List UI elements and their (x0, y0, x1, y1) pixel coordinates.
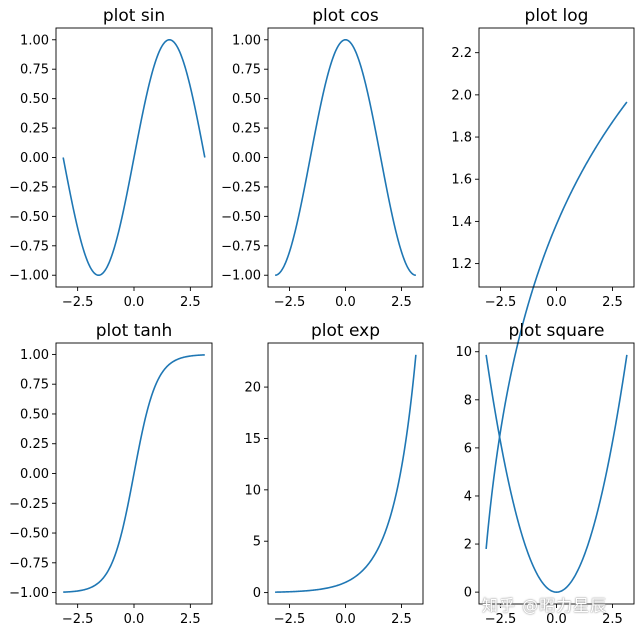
x-tick-label-cos: −2.5 (274, 295, 306, 310)
subplot-sin: plot sin −2.5 0.0 2.5 −1.00 −0.75 −0.50 −0.25 0.… (9, 6, 213, 310)
x-tick-label-sin: 0.0 (124, 295, 145, 310)
y-tick-label-cos: 0.25 (232, 122, 261, 137)
y-tick-label-cos: 0.00 (232, 151, 261, 166)
y-tick-label-cos: 1.00 (232, 33, 261, 48)
y-tick-label-log: 1.6 (451, 173, 472, 188)
y-tick-label-exp: 0 (253, 586, 261, 601)
y-tick-label-log: 1.2 (451, 257, 472, 272)
subplot-title-tanh: plot tanh (96, 321, 173, 341)
y-tick-label-tanh: 0.25 (20, 437, 49, 452)
y-tick-label-square: 0 (464, 586, 472, 601)
x-tick-label-cos: 0.0 (335, 295, 356, 310)
y-tick-label-log: 2.2 (451, 46, 472, 61)
y-tick-label-tanh: 1.00 (20, 348, 49, 363)
subplot-log: plot log −2.5 0.0 2.5 1.2 1.4 1.6 1.8 2.0 2.2 (451, 6, 635, 549)
y-tick-label-cos: −0.50 (221, 210, 261, 225)
watermark-text: 知乎 @昭力星辰 (482, 596, 608, 615)
x-tick-label-sin: 2.5 (180, 295, 201, 310)
y-tick-label-sin: 0.00 (20, 151, 49, 166)
x-tick-label-cos: 2.5 (391, 295, 412, 310)
y-tick-label-tanh: −1.00 (9, 586, 49, 601)
y-tick-label-square: 10 (455, 345, 472, 360)
x-tick-label-square: −2.5 (485, 612, 517, 627)
y-tick-label-square: 6 (464, 441, 472, 456)
x-tick-label-exp: 2.5 (391, 612, 412, 627)
y-tick-label-square: 4 (464, 489, 472, 504)
y-tick-label-tanh: −0.75 (9, 556, 49, 571)
y-tick-label-square: 8 (464, 393, 472, 408)
y-tick-label-cos: 0.50 (232, 92, 261, 107)
y-tick-label-cos: −1.00 (221, 269, 261, 284)
subplot-tanh: plot tanh −2.5 0.0 2.5 −1.00 −0.75 −0.50 −0.25 0… (9, 321, 213, 627)
series-line-cos (275, 38, 416, 277)
y-tick-label-sin: −0.50 (9, 210, 49, 225)
axes-frame-square (478, 342, 635, 605)
y-tick-label-log: 1.4 (451, 215, 472, 230)
y-tick-label-exp: 20 (244, 381, 261, 396)
subplot-title-exp: plot exp (311, 321, 380, 341)
x-tick-label-log: 2.5 (602, 295, 623, 310)
y-tick-label-sin: −1.00 (9, 269, 49, 284)
y-tick-label-exp: 15 (244, 432, 261, 447)
y-tick-label-cos: 0.75 (232, 63, 261, 78)
subplot-title-cos: plot cos (312, 6, 379, 26)
y-tick-label-cos: −0.75 (221, 239, 261, 254)
x-tick-label-tanh: 0.0 (124, 612, 145, 627)
y-tick-label-log: 2.0 (451, 88, 472, 103)
y-tick-label-exp: 10 (244, 483, 261, 498)
series-line-square (485, 354, 628, 593)
subplot-square: plot square −2.5 0.0 2.5 0 2 4 6 8 10 (455, 321, 635, 627)
x-tick-label-log: 0.0 (546, 295, 567, 310)
y-tick-label-tanh: 0.00 (20, 467, 49, 482)
y-tick-label-tanh: 0.75 (20, 378, 49, 393)
y-tick-label-sin: 0.75 (20, 63, 49, 78)
y-tick-label-square: 2 (464, 538, 472, 553)
series-line-exp (275, 354, 417, 593)
x-tick-label-square: 0.0 (546, 612, 567, 627)
subplot-title-sin: plot sin (103, 6, 165, 26)
subplot-title-log: plot log (525, 6, 589, 26)
y-tick-label-cos: −0.25 (221, 180, 261, 195)
series-line-sin (62, 38, 206, 277)
x-tick-label-log: −2.5 (485, 295, 517, 310)
y-tick-label-tanh: −0.25 (9, 497, 49, 512)
y-tick-label-sin: −0.75 (9, 239, 49, 254)
subplot-exp: plot exp −2.5 0.0 2.5 0 5 10 15 20 (244, 321, 424, 627)
y-tick-label-tanh: −0.50 (9, 527, 49, 542)
y-tick-label-log: 1.8 (451, 131, 472, 146)
axes-frame-log (478, 27, 635, 288)
y-tick-label-sin: 0.25 (20, 122, 49, 137)
y-tick-label-tanh: 0.50 (20, 407, 49, 422)
subplot-cos: plot cos −2.5 0.0 2.5 −1.00 −0.75 −0.50 −0.25 0.… (221, 6, 424, 310)
series-line-tanh (63, 354, 205, 593)
x-tick-label-tanh: −2.5 (62, 612, 94, 627)
y-tick-label-exp: 5 (253, 535, 261, 550)
x-tick-label-tanh: 2.5 (180, 612, 201, 627)
x-tick-label-exp: 0.0 (335, 612, 356, 627)
x-tick-label-sin: −2.5 (62, 295, 94, 310)
y-tick-label-sin: 1.00 (20, 33, 49, 48)
x-tick-label-square: 2.5 (602, 612, 623, 627)
subplot-title-square: plot square (509, 321, 605, 341)
y-tick-label-sin: 0.50 (20, 92, 49, 107)
series-line-log (485, 101, 628, 549)
y-tick-label-sin: −0.25 (9, 180, 49, 195)
x-tick-label-exp: −2.5 (274, 612, 306, 627)
